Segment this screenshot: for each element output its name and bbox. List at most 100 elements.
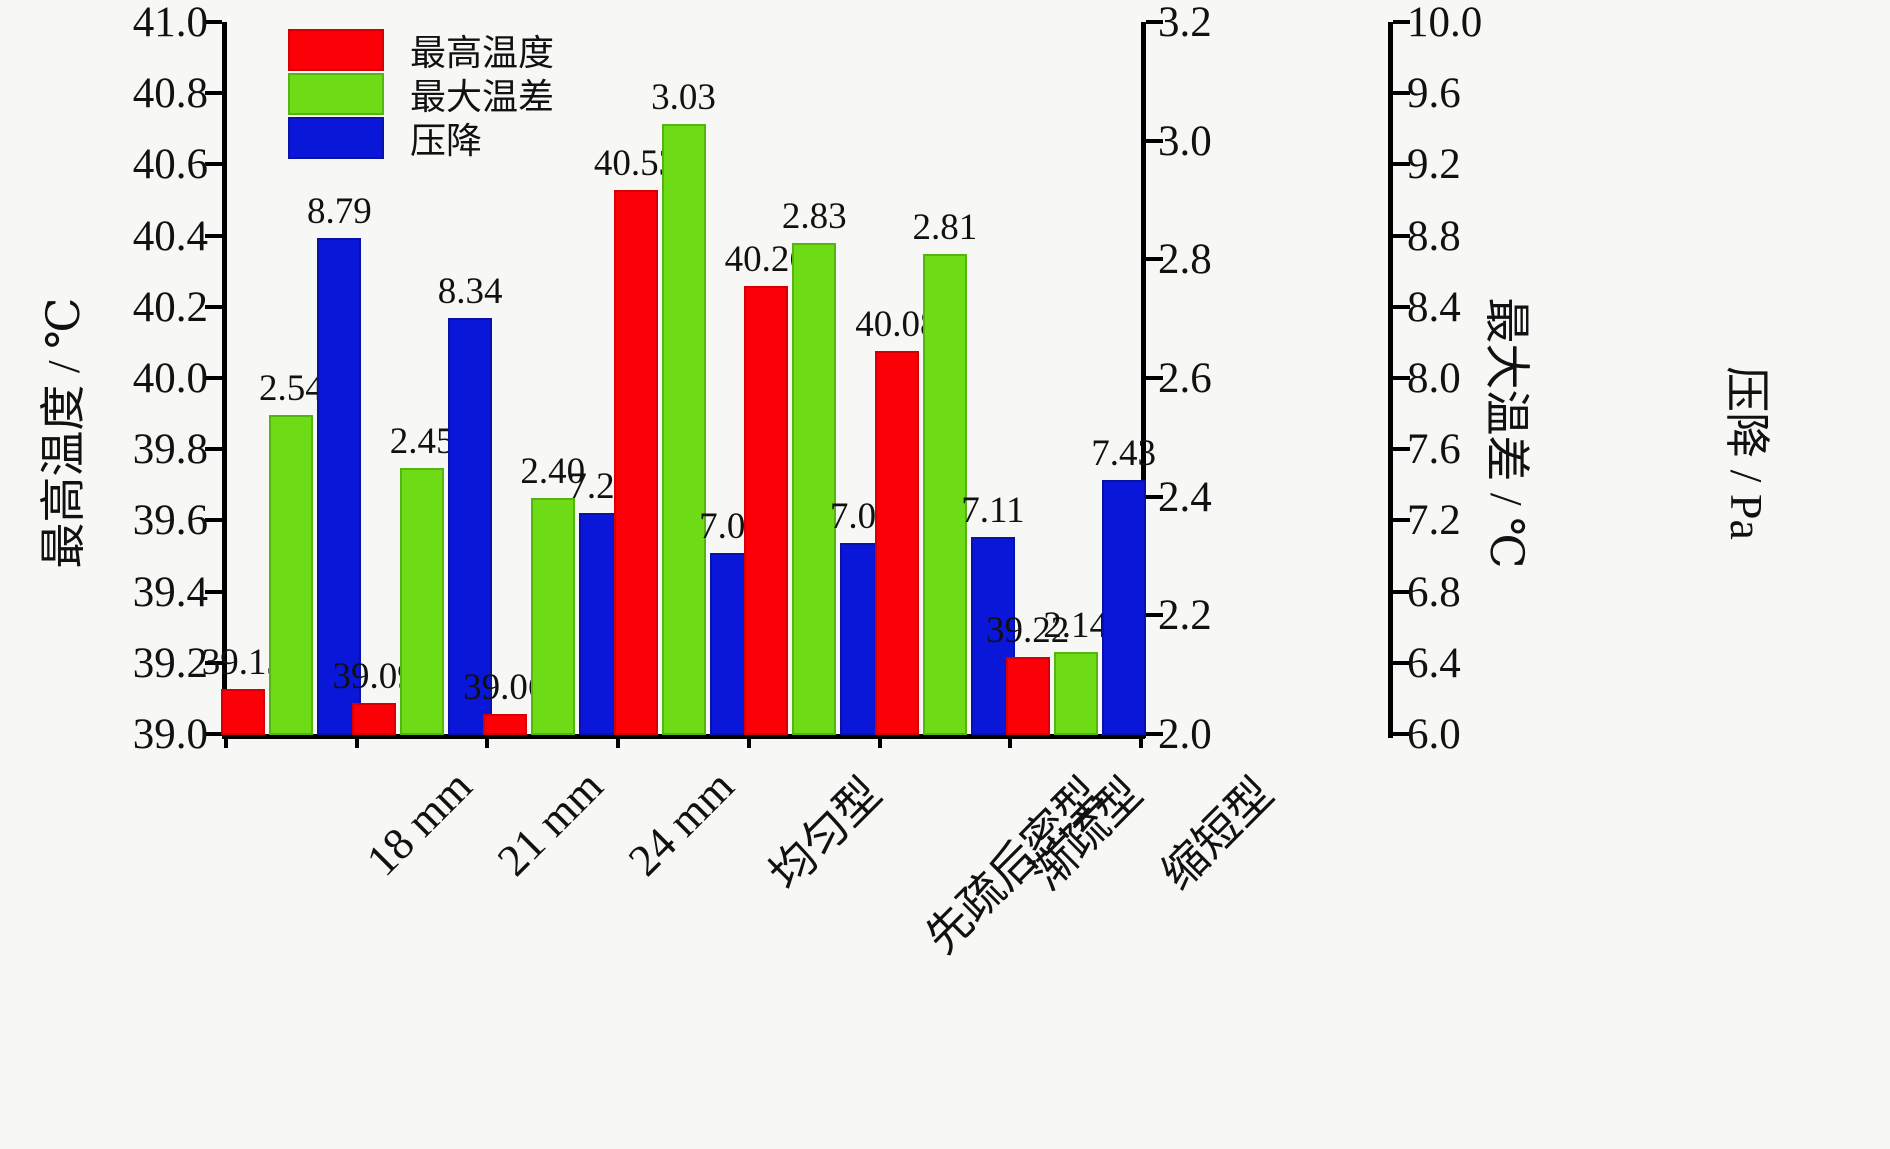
axis-tick [1146,138,1163,143]
bar [661,123,706,735]
axis-tick-label: 7.2 [1407,497,1461,545]
x-axis-category-label: 21 mm [487,760,613,886]
axis-tick [1393,447,1410,452]
legend-label: 最高温度 [410,33,555,74]
legend-swatch [288,117,384,159]
x-axis-tick [877,734,882,748]
legend-item[interactable]: 压降 [288,116,554,162]
axis-tick-label: 3.0 [1158,117,1212,165]
x-axis-tick [485,734,490,748]
axis-tick-label: 40.4 [132,212,208,260]
axis-tick-label: 40.2 [132,283,208,331]
axis-tick-label: 39.4 [132,568,208,616]
axis-tick [205,20,222,24]
legend-swatch [288,29,384,71]
bar [922,254,967,735]
x-axis-category-label: 18 mm [357,760,482,886]
axis-tick [1393,233,1410,238]
bar-value-label: 39.22 [986,609,1070,651]
axis-tick [1393,20,1410,24]
axis-tick [1393,162,1410,167]
x-axis-category-label: 均匀型 [759,768,891,900]
axis-tick [1146,20,1163,24]
bar [874,350,919,735]
axis-tick-label: 39.6 [132,497,208,545]
x-axis-tick [616,734,621,748]
chart-legend: 最高温度 最大温差 压降 [288,28,554,162]
bar [530,497,575,735]
axis-tick-label: 2.0 [1158,711,1212,758]
legend-item[interactable]: 最大温差 [288,72,554,118]
axis-tick [205,660,222,665]
plot-area: 39.13 2.54 8.79 39.09 2.45 8.34 39.06 2.40 7.25 4… [202,22,1156,735]
x-axis-tick [1139,734,1143,748]
axis-tick-label: 6.8 [1407,568,1461,616]
axis-tick [1146,732,1163,736]
x-axis-tick [1008,734,1013,748]
axis-tick-label: 40.0 [132,355,208,402]
bar-value-label: 2.14 [1043,604,1109,646]
bar-value-label: 8.34 [437,271,503,313]
bar [269,414,314,735]
axis-tick [1393,660,1410,665]
axis-tick-label: 7.6 [1407,426,1461,474]
axis-tick-label: 2.2 [1158,592,1212,640]
legend-item[interactable]: 最高温度 [288,28,554,74]
legend-swatch [288,73,384,115]
x-axis-tick [354,734,359,748]
x-axis-tick [746,734,751,748]
bar [221,688,266,735]
axis-tick [205,518,222,523]
axis-tick-label: 39.8 [132,426,208,474]
left-axis-spine [222,22,227,738]
axis-tick [1393,589,1410,594]
axis-tick [1146,613,1163,618]
axis-tick-label: 39.2 [132,639,208,687]
bar [448,318,493,735]
bar-value-label: 2.54 [258,367,324,409]
axis-tick-label: 6.4 [1407,639,1461,687]
axis-tick [1146,376,1163,380]
x-axis-spine [222,734,1145,739]
axis-tick-label: 9.2 [1407,141,1461,189]
bar-value-label: 2.83 [781,195,847,237]
right-axis-1-spine [1141,22,1146,738]
bar [792,242,837,735]
axis-tick-label: 8.8 [1407,212,1461,260]
bar-value-label: 2.45 [389,421,455,462]
axis-tick [205,91,222,96]
axis-tick-label: 2.8 [1158,236,1212,284]
bar-value-label: 3.03 [651,76,716,118]
axis-tick [1146,494,1163,499]
axis-tick-label: 41.0 [132,0,208,46]
bar-value-label: 7.11 [961,490,1025,532]
axis-tick-label: 3.2 [1158,0,1212,46]
axis-tick-label: 8.4 [1407,283,1461,331]
bar [1005,656,1050,735]
axis-tick-label: 8.0 [1407,355,1461,402]
bar [1053,651,1098,735]
bar-value-label: 8.79 [306,191,372,233]
bar-value-label: 7.43 [1091,433,1157,475]
bar [744,286,789,735]
bar [317,238,362,735]
bar [400,468,445,735]
axis-tick-label: 10.0 [1407,0,1483,46]
axis-tick [205,732,222,736]
axis-tick [1146,257,1163,262]
axis-tick [1393,376,1410,380]
x-axis-category-label: 24 mm [618,760,744,886]
axis-tick-label: 39.0 [132,711,208,758]
bar [613,190,658,735]
axis-tick [205,447,222,452]
axis-tick-label: 40.8 [132,70,208,118]
bar-value-label: 2.40 [520,450,586,492]
axis-tick [1393,732,1410,736]
bar-value-label: 2.81 [912,207,978,249]
axis-tick-label: 2.6 [1158,355,1212,402]
axis-tick [205,376,222,380]
legend-label: 最大温差 [410,77,555,118]
left-axis-title: 最高温度 / ℃ [38,297,89,569]
axis-tick [1393,304,1410,309]
